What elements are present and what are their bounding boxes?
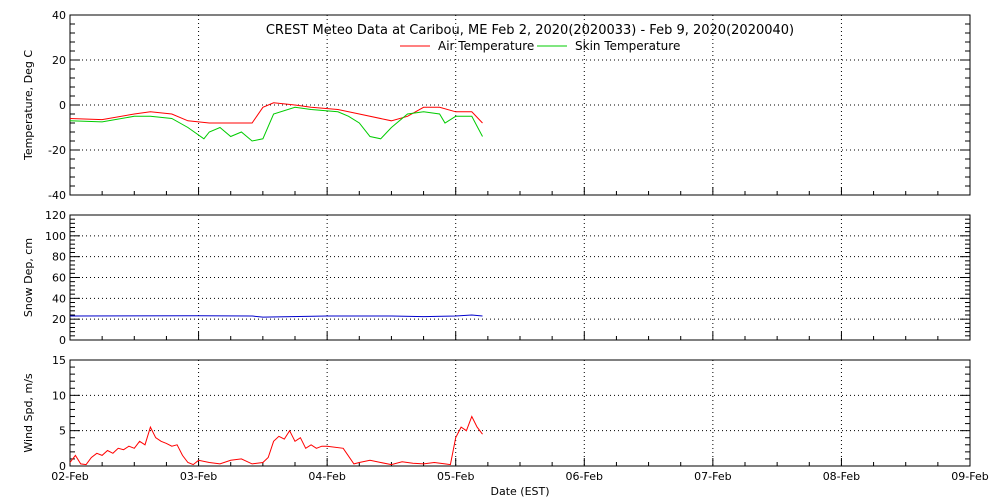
x-tick-label: 05-Feb <box>437 470 474 483</box>
x-axis-label: Date (EST) <box>490 485 549 498</box>
chart-title: CREST Meteo Data at Caribou, ME Feb 2, 2… <box>266 23 794 38</box>
snow-y-tick-label: 80 <box>52 251 66 264</box>
wind-y-axis-label: Wind Spd, m/s <box>22 373 35 453</box>
legend-label-1: Skin Temperature <box>575 39 680 53</box>
x-tick-label: 02-Feb <box>51 470 88 483</box>
snow-y-axis-label: Snow Dep, cm <box>22 238 35 317</box>
x-tick-label: 04-Feb <box>308 470 345 483</box>
panel-snow: 0 20 40 60 80 100 120 Snow Dep, cm <box>22 209 971 347</box>
snow-y-tick-label: 60 <box>52 272 66 285</box>
wind-y-tick-label: 0 <box>59 460 66 473</box>
wind-y-tick-label: 5 <box>59 425 66 438</box>
x-tick-label: 03-Feb <box>180 470 217 483</box>
x-tick-labels: 02-Feb 03-Feb 04-Feb 05-Feb 06-Feb 07-Feb 08-F… <box>51 470 988 483</box>
chart-panels: -40 -20 0 20 40 Temperature, Deg C Air Tempera… <box>22 9 989 483</box>
snow-y-tick-label: 100 <box>45 230 66 243</box>
panel-temperature: -40 -20 0 20 40 Temperature, Deg C Air Tempera… <box>22 9 971 202</box>
temperature-y-tick-label: 40 <box>52 9 66 22</box>
temperature-y-axis-label: Temperature, Deg C <box>22 50 35 161</box>
temperature-y-tick-label: 0 <box>59 99 66 112</box>
legend: Air Temperature Skin Temperature <box>400 39 680 53</box>
x-tick-label: 09-Feb <box>951 470 988 483</box>
temperature-plot-frame <box>69 14 971 196</box>
x-tick-label: 07-Feb <box>694 470 731 483</box>
wind-plot-frame <box>69 359 971 467</box>
wind-series-line-0 <box>69 415 483 466</box>
legend-label-0: Air Temperature <box>438 39 534 53</box>
temperature-y-tick-label: -20 <box>48 144 66 157</box>
snow-series-line-0 <box>69 314 483 318</box>
x-tick-label: 06-Feb <box>566 470 603 483</box>
temperature-series-line-0 <box>69 102 483 124</box>
snow-y-tick-label: 20 <box>52 313 66 326</box>
wind-y-tick-label: 15 <box>52 354 66 367</box>
panel-wind: 0 5 10 15 Wind Spd, m/s <box>22 354 971 473</box>
snow-y-tick-label: 0 <box>59 334 66 347</box>
temperature-y-tick-label: -40 <box>48 189 66 202</box>
temperature-series-line-1 <box>69 106 483 142</box>
wind-y-tick-label: 10 <box>52 389 66 402</box>
snow-y-tick-label: 120 <box>45 209 66 222</box>
snow-y-tick-label: 40 <box>52 292 66 305</box>
snow-plot-frame <box>69 214 971 341</box>
x-tick-label: 08-Feb <box>823 470 860 483</box>
temperature-y-tick-label: 20 <box>52 54 66 67</box>
